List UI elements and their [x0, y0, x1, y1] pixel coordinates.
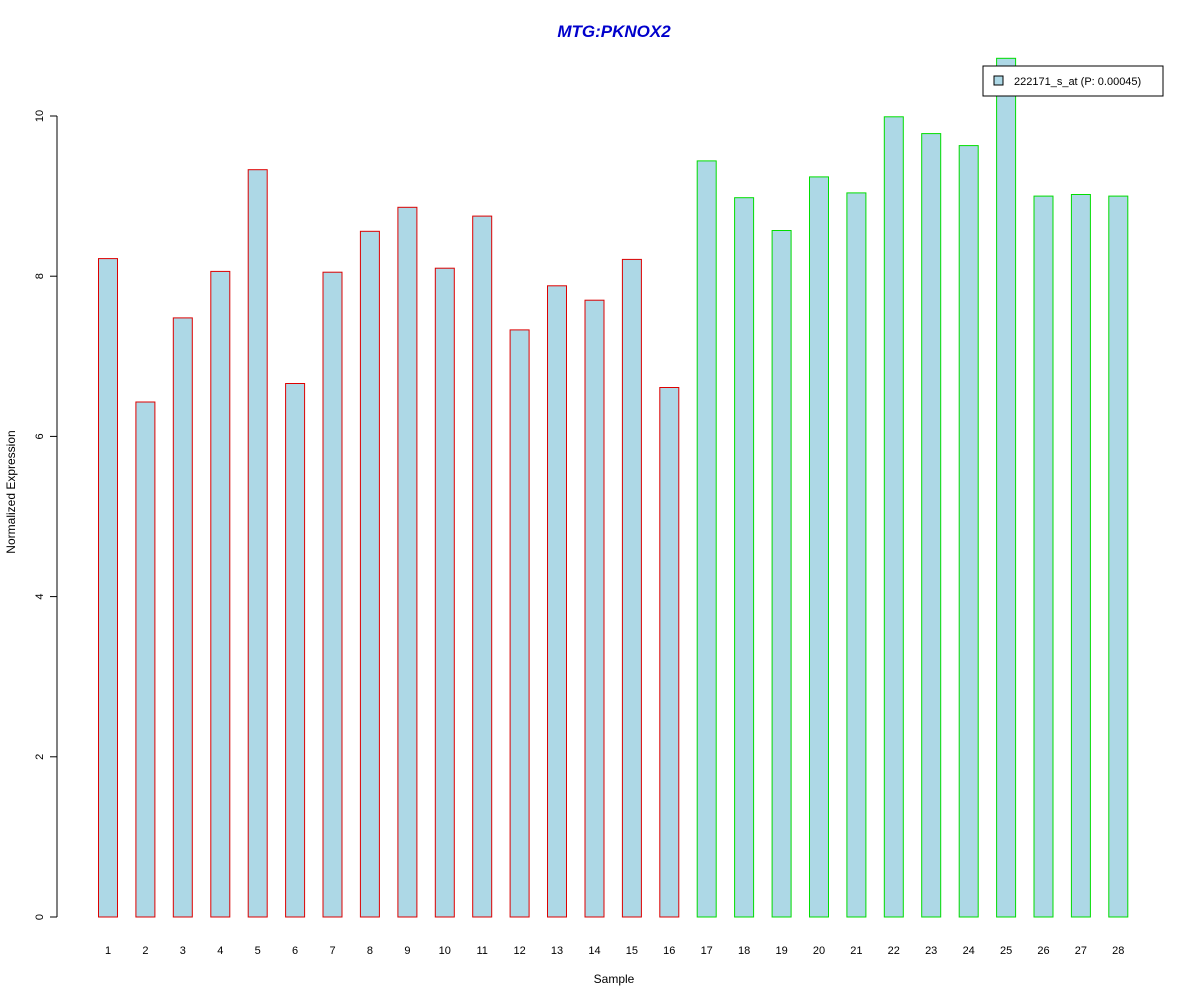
bar: [921, 133, 942, 918]
bar: [1033, 195, 1054, 918]
bar: [98, 258, 118, 918]
y-tick-label: 4: [34, 594, 46, 600]
bar: [771, 230, 792, 918]
x-tick-label: 9: [404, 945, 410, 957]
bar: [883, 116, 904, 918]
x-tick-label: 15: [626, 945, 638, 957]
bar: [1070, 194, 1091, 918]
y-tick-label: 0: [34, 914, 46, 920]
x-tick-labels: 1 2 3 4 5 6 7 8 9 10 11 12 13 14 15 16 17 18 19 20 21 22 23 24 2…: [105, 945, 1124, 957]
x-tick-label: 2: [142, 945, 148, 957]
x-tick-label: 27: [1075, 945, 1087, 957]
x-tick-label: 21: [850, 945, 862, 957]
bar: [210, 270, 231, 918]
x-axis-label: Sample: [594, 972, 635, 986]
x-tick-label: 3: [180, 945, 186, 957]
bar: [734, 197, 755, 918]
y-tick-label: 6: [34, 433, 46, 439]
legend-swatch: [993, 75, 1004, 86]
y-tick-label: 10: [34, 110, 46, 122]
bar: [696, 160, 717, 918]
x-tick-label: 8: [367, 945, 373, 957]
y-tick-label: 2: [34, 754, 46, 760]
x-tick-label: 26: [1037, 945, 1049, 957]
x-tick-label: 22: [888, 945, 900, 957]
y-axis-label: Normalized Expression: [4, 430, 18, 553]
x-tick-label: 7: [329, 945, 335, 957]
bar: [621, 258, 642, 918]
bar: [809, 176, 829, 918]
bar: [996, 57, 1017, 918]
x-tick-label: 14: [588, 945, 600, 957]
legend-label: 222171_s_at (P: 0.00045): [1014, 76, 1141, 88]
x-tick-label: 10: [439, 945, 451, 957]
bar-group: [98, 57, 1129, 918]
x-tick-label: 25: [1000, 945, 1012, 957]
legend-box: [982, 65, 1164, 97]
bar: [1108, 195, 1129, 918]
bar: [547, 285, 567, 918]
bar: [172, 317, 193, 918]
x-tick-label: 1: [105, 945, 111, 957]
bar: [247, 169, 268, 918]
bar: [659, 387, 680, 918]
bar: [135, 401, 156, 918]
bar: [472, 215, 493, 918]
x-tick-label: 6: [292, 945, 298, 957]
x-tick-label: 24: [963, 945, 975, 957]
x-tick-label: 11: [476, 945, 487, 957]
legend: 222171_s_at (P: 0.00045): [982, 65, 1164, 97]
y-axis: 0 2 4 6 8 10: [34, 110, 58, 920]
bar: [958, 145, 979, 918]
x-tick-label: 4: [217, 945, 223, 957]
x-tick-label: 17: [701, 945, 713, 957]
bar: [397, 206, 418, 918]
chart-title: MTG:PKNOX2: [557, 22, 671, 41]
bar: [285, 383, 306, 918]
x-tick-label: 18: [738, 945, 750, 957]
x-tick-label: 19: [775, 945, 787, 957]
bar: [584, 299, 605, 918]
x-tick-label: 16: [663, 945, 675, 957]
bar: [322, 271, 343, 918]
x-tick-label: 28: [1112, 945, 1124, 957]
bar: [359, 230, 380, 918]
bar: [509, 329, 530, 918]
x-tick-label: 20: [813, 945, 825, 957]
x-tick-label: 12: [513, 945, 525, 957]
x-tick-label: 5: [255, 945, 261, 957]
x-tick-label: 13: [551, 945, 563, 957]
x-tick-label: 23: [925, 945, 937, 957]
y-tick-label: 8: [34, 273, 46, 279]
bar: [434, 267, 455, 918]
bar: [846, 192, 867, 918]
